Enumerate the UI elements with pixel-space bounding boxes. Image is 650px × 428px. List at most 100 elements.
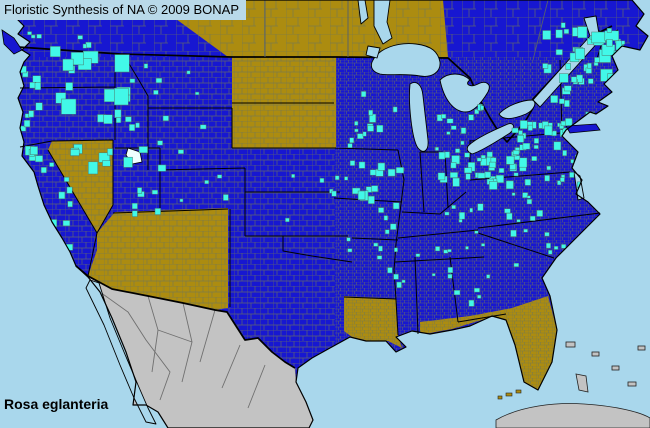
- province-borders: [264, 0, 549, 61]
- county-record: [123, 156, 133, 168]
- county-record: [27, 31, 32, 36]
- county-record: [560, 177, 565, 183]
- county-record: [606, 28, 612, 33]
- county-record: [49, 46, 61, 58]
- county-record: [469, 207, 473, 213]
- county-record: [522, 192, 529, 198]
- county-record: [518, 130, 523, 136]
- county-record: [349, 137, 355, 144]
- county-record: [506, 212, 513, 220]
- county-record: [565, 63, 571, 70]
- county-record: [162, 115, 169, 122]
- county-record: [563, 85, 572, 92]
- county-record: [387, 168, 396, 177]
- county-record: [431, 273, 436, 277]
- county-record: [542, 63, 549, 69]
- county-record: [510, 229, 517, 237]
- florida-keys: [505, 392, 513, 397]
- county-record: [135, 122, 140, 128]
- county-record: [62, 220, 71, 227]
- county-record: [550, 95, 559, 104]
- county-record: [511, 192, 516, 196]
- county-record: [486, 151, 493, 158]
- county-record: [103, 114, 113, 124]
- county-record: [591, 31, 606, 44]
- county-record: [131, 202, 138, 210]
- county-record: [489, 161, 497, 168]
- county-record: [544, 175, 550, 182]
- bahama-island: [627, 381, 637, 387]
- county-record: [415, 253, 421, 257]
- county-record: [358, 161, 366, 169]
- county-record: [383, 215, 388, 221]
- county-record: [544, 232, 550, 237]
- county-record: [446, 131, 451, 135]
- county-record: [34, 82, 41, 91]
- county-record: [347, 248, 353, 253]
- county-record: [392, 202, 400, 210]
- county-record: [480, 105, 484, 111]
- county-record: [70, 52, 84, 66]
- county-record: [458, 218, 463, 223]
- county-record: [371, 185, 379, 192]
- county-record: [354, 121, 359, 126]
- county-record: [555, 29, 563, 39]
- county-record: [393, 273, 399, 280]
- county-record: [384, 229, 390, 235]
- county-record: [561, 244, 567, 249]
- county-record: [63, 176, 70, 182]
- bahama-island: [637, 345, 646, 351]
- county-record: [65, 82, 74, 91]
- county-record: [447, 266, 454, 274]
- county-record: [378, 245, 383, 252]
- county-record: [437, 172, 446, 181]
- lake-winnipeg: [373, 0, 393, 45]
- county-record: [285, 217, 290, 223]
- county-record: [129, 124, 136, 131]
- county-record: [435, 146, 439, 151]
- county-record: [533, 144, 539, 149]
- county-record: [66, 186, 73, 194]
- county-record: [529, 215, 536, 221]
- county-record: [35, 102, 43, 111]
- county-record: [563, 28, 570, 34]
- county-record: [376, 255, 383, 260]
- county-record: [559, 98, 565, 105]
- lake-huron: [439, 73, 490, 113]
- county-record: [564, 99, 570, 107]
- county-record: [138, 146, 148, 154]
- county-record: [394, 247, 398, 252]
- county-record: [458, 212, 466, 220]
- county-record: [291, 174, 296, 178]
- county-record: [585, 67, 592, 74]
- county-record: [357, 133, 364, 140]
- lake-michigan: [409, 82, 429, 152]
- lake-manitoba: [357, 0, 369, 25]
- county-record: [77, 35, 83, 40]
- county-record: [527, 124, 533, 131]
- county-record: [484, 171, 492, 179]
- county-record: [223, 194, 229, 201]
- county-record: [476, 157, 482, 162]
- county-record: [464, 167, 472, 174]
- county-record: [357, 190, 366, 200]
- county-record: [474, 230, 479, 234]
- county-record: [349, 160, 356, 166]
- county-record: [570, 159, 575, 164]
- county-record: [571, 76, 578, 83]
- county-record: [481, 243, 486, 247]
- county-record: [28, 110, 34, 118]
- florida-keys: [497, 395, 503, 400]
- county-record: [522, 142, 531, 150]
- county-record: [347, 143, 353, 148]
- county-record: [32, 75, 41, 84]
- county-record: [177, 149, 184, 154]
- county-record: [546, 165, 551, 171]
- county-record: [67, 200, 73, 208]
- county-record: [449, 172, 458, 178]
- county-record: [519, 157, 528, 168]
- county-record: [346, 237, 351, 242]
- county-record: [58, 191, 66, 200]
- county-record: [392, 106, 398, 113]
